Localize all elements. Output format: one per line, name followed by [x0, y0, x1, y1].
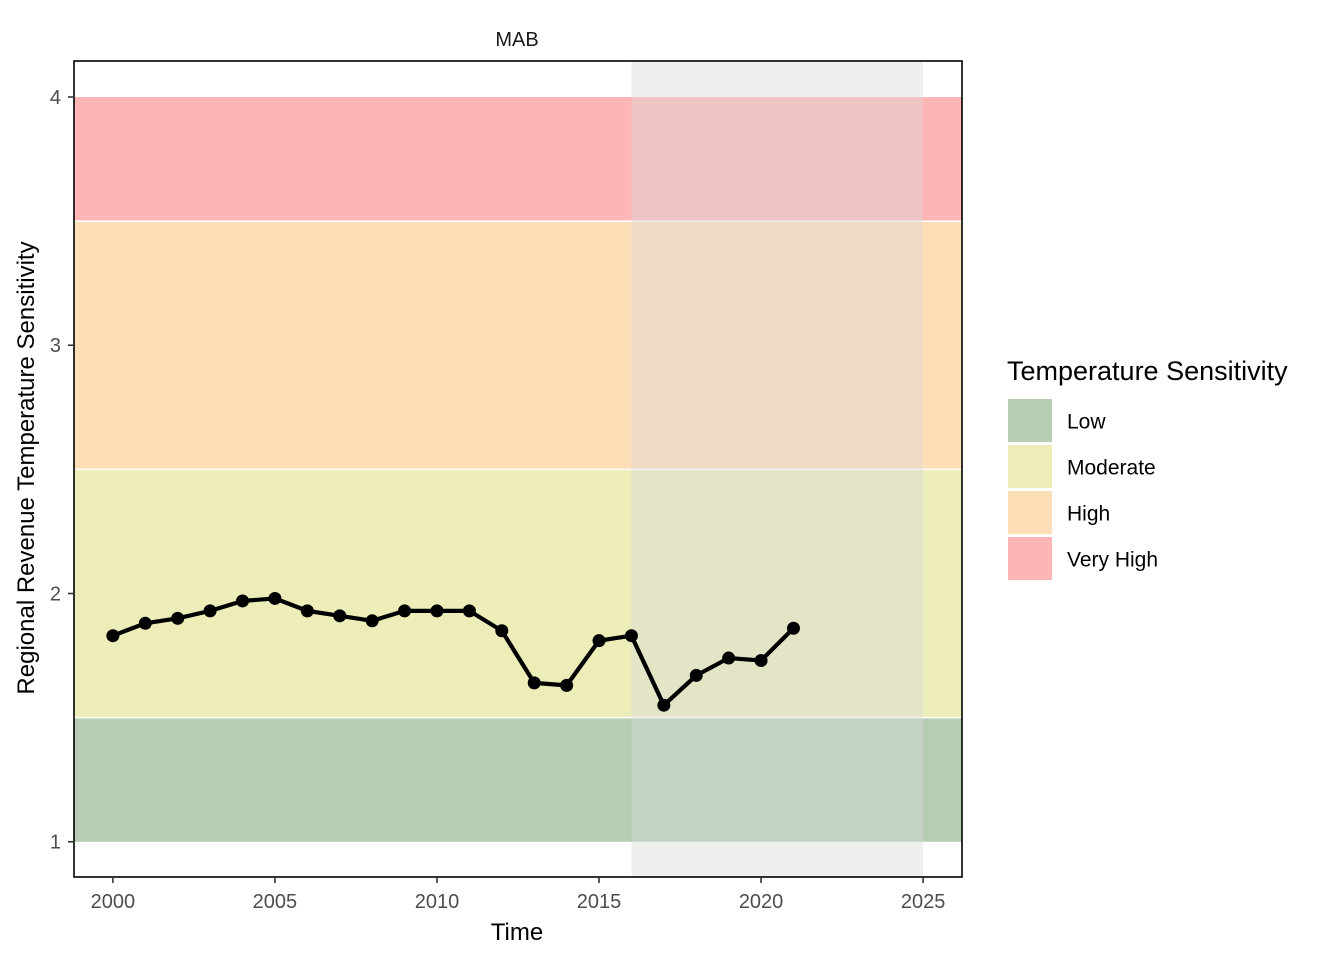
plot-area: 2000 2005 2010 2015 2020 2025 1 2 3 4	[50, 60, 963, 913]
panel-border	[73, 60, 963, 878]
legend-key-very-high	[1008, 537, 1052, 580]
x-tick-label: 2025	[901, 891, 946, 913]
data-point-2014	[560, 678, 574, 692]
series-line	[110, 596, 796, 708]
legend-title: Temperature Sensitivity	[1007, 356, 1288, 386]
y-tick-label: 3	[50, 335, 61, 357]
data-point-2015	[592, 634, 606, 648]
data-point-2000	[106, 629, 120, 643]
y-tick-label: 1	[50, 832, 61, 854]
data-point-2004	[236, 594, 250, 608]
legend: Temperature Sensitivity Low Moderate High V…	[1007, 356, 1288, 580]
legend-key-high	[1008, 491, 1052, 534]
legend-key-low	[1008, 399, 1052, 442]
data-point-2005	[268, 591, 282, 605]
data-point-2012	[495, 624, 509, 638]
legend-label-very-high: Very High	[1067, 549, 1158, 572]
data-point-2008	[365, 614, 379, 628]
data-point-2017	[657, 698, 671, 712]
data-point-2011	[462, 604, 476, 618]
x-tick-label: 2010	[415, 891, 460, 913]
band-high	[74, 221, 962, 470]
legend-label-low: Low	[1067, 411, 1106, 434]
band-very-high	[74, 96, 962, 222]
highlight-region	[631, 61, 924, 877]
y-tick-label: 2	[50, 583, 61, 605]
legend-label-high: High	[1067, 503, 1110, 526]
data-point-2020	[754, 654, 768, 668]
data-point-2021	[786, 621, 800, 635]
legend-label-moderate: Moderate	[1067, 457, 1156, 480]
legend-key-moderate	[1008, 445, 1052, 488]
data-point-2013	[527, 676, 541, 690]
band-low	[74, 717, 962, 842]
data-point-2007	[333, 609, 347, 623]
x-tick-label: 2015	[577, 891, 622, 913]
data-point-2019	[722, 651, 736, 665]
data-point-2006	[300, 604, 314, 618]
data-point-2010	[430, 604, 444, 618]
x-tick-label: 2005	[253, 891, 298, 913]
y-tick-label: 4	[50, 87, 61, 109]
band-moderate	[74, 469, 962, 718]
data-point-2009	[398, 604, 412, 618]
data-point-2001	[138, 616, 152, 630]
x-axis-title: Time	[491, 919, 543, 946]
data-point-2016	[624, 629, 638, 643]
data-point-2002	[171, 611, 185, 625]
facet-label: MAB	[495, 29, 538, 51]
data-point-2018	[689, 668, 703, 682]
x-tick-label: 2000	[91, 891, 136, 913]
data-point-2003	[203, 604, 217, 618]
y-axis-title: Regional Revenue Temperature Sensitivity	[13, 241, 40, 694]
x-tick-label: 2020	[739, 891, 784, 913]
